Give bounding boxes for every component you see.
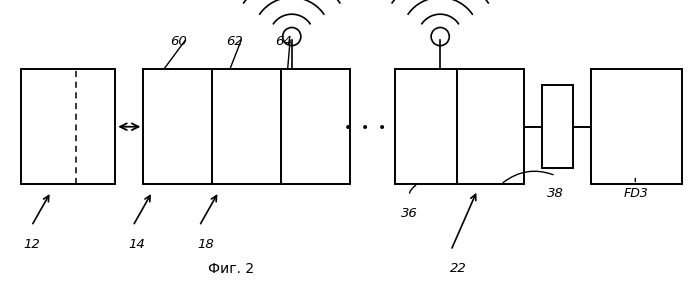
Bar	[542, 85, 573, 168]
Text: 12: 12	[23, 238, 40, 251]
Text: 64: 64	[275, 35, 291, 48]
Bar	[21, 69, 115, 184]
Text: 60: 60	[170, 35, 187, 48]
Text: 22: 22	[449, 262, 466, 275]
Text: 38: 38	[547, 187, 564, 200]
Text: Фиг. 2: Фиг. 2	[208, 262, 254, 276]
Text: 14: 14	[128, 238, 145, 251]
Text: •  •  •: • • •	[345, 121, 387, 135]
Text: FD3: FD3	[624, 187, 649, 200]
Bar	[143, 69, 350, 184]
Bar	[591, 69, 682, 184]
Text: 62: 62	[226, 35, 243, 48]
Text: 18: 18	[198, 238, 215, 251]
Bar	[395, 69, 524, 184]
Text: 36: 36	[401, 207, 417, 220]
